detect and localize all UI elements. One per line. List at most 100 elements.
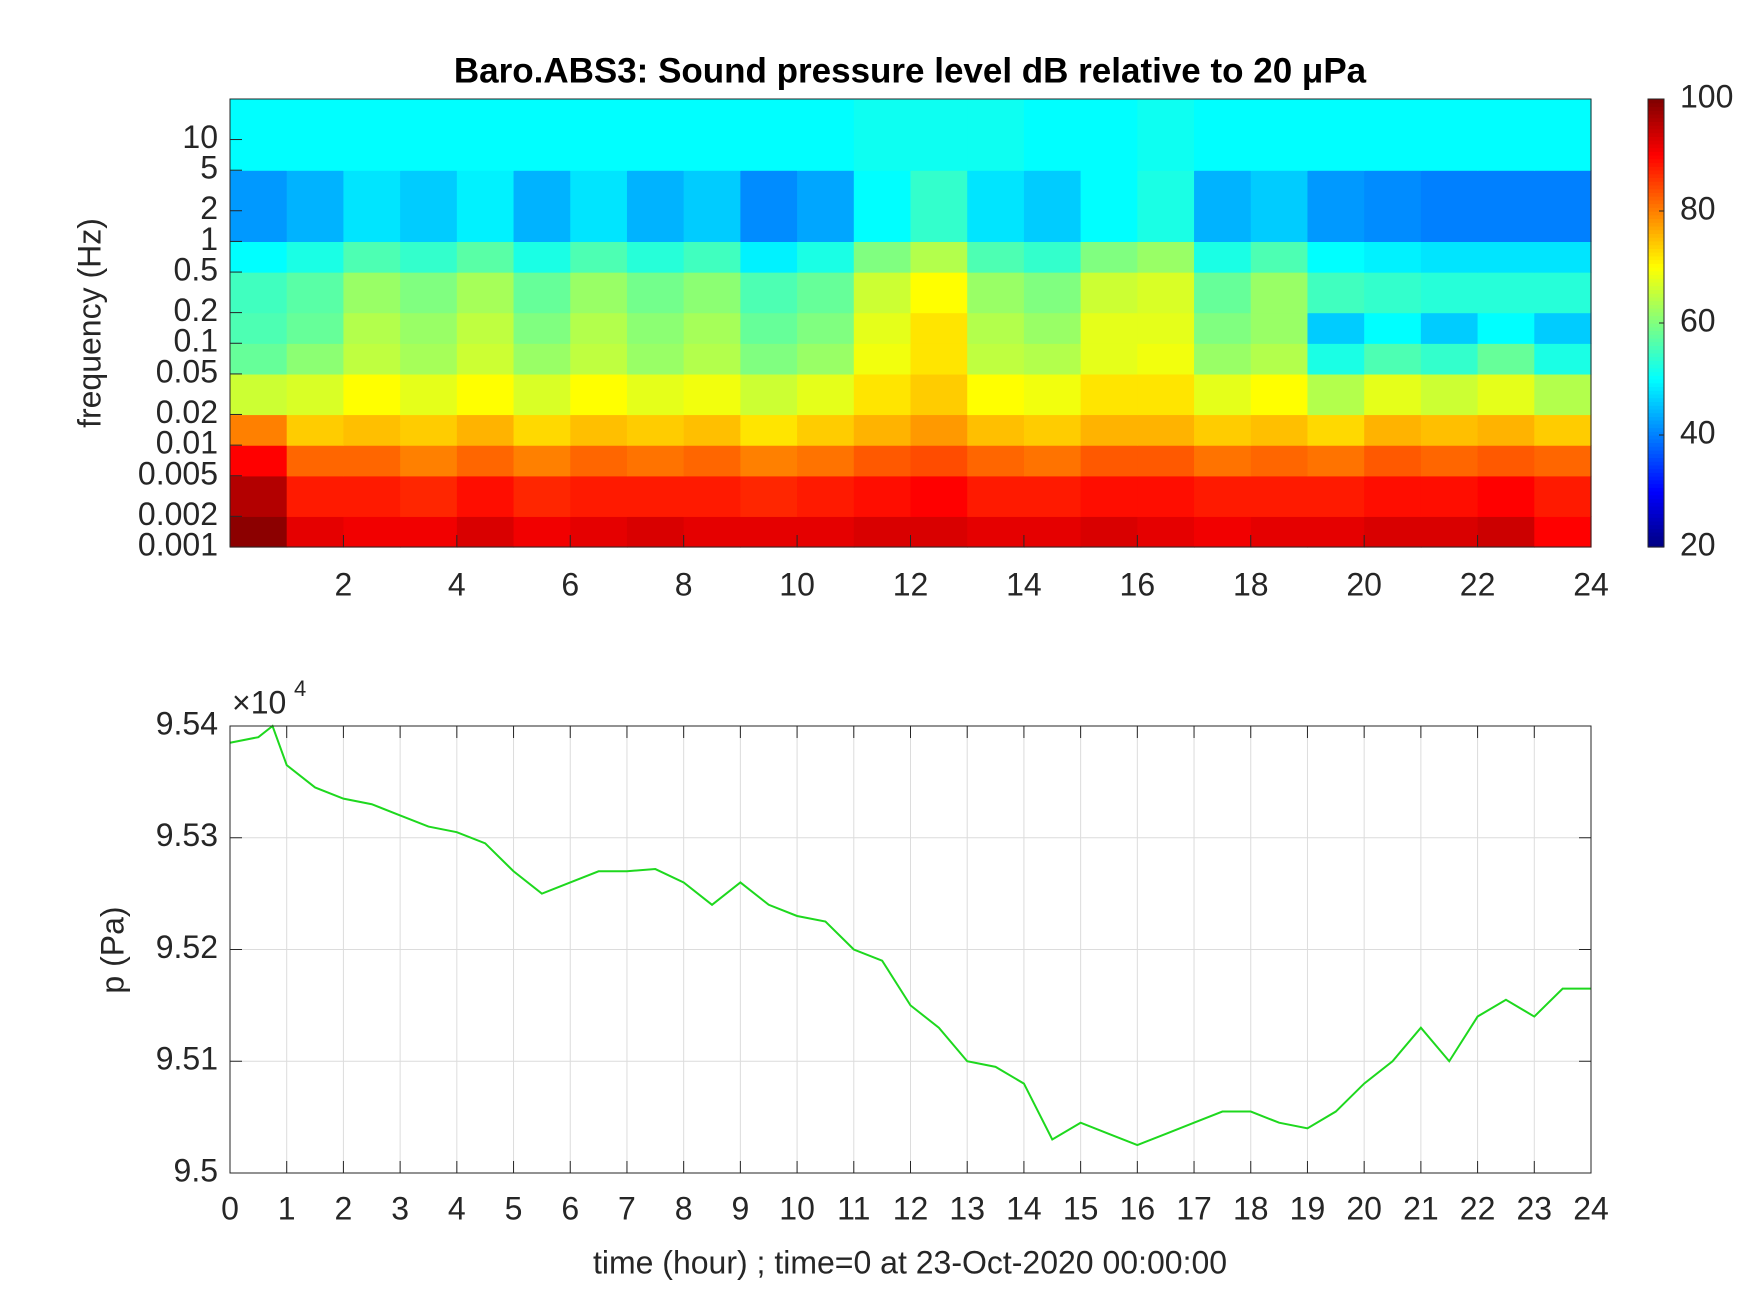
heatmap-cell bbox=[1194, 516, 1252, 548]
heatmap-cell bbox=[400, 373, 458, 416]
heatmap-cell bbox=[1477, 343, 1535, 375]
heatmap-cell bbox=[1137, 516, 1195, 548]
heatmap-cell bbox=[343, 414, 401, 446]
heatmap-cell bbox=[1477, 414, 1535, 446]
heatmap-cell bbox=[1137, 414, 1195, 446]
heatmap-cell bbox=[910, 516, 968, 548]
colorbar-swatch bbox=[1648, 162, 1664, 167]
heatmap-cell bbox=[456, 475, 515, 517]
x-tick-label: 18 bbox=[1233, 566, 1269, 602]
colorbar-swatch bbox=[1648, 281, 1664, 287]
heatmap-cell bbox=[513, 241, 571, 273]
heatmap-cell bbox=[967, 373, 1025, 416]
colorbar-swatch bbox=[1648, 446, 1664, 451]
colorbar-swatch bbox=[1648, 438, 1664, 444]
heatmap-cell bbox=[853, 414, 912, 446]
colorbar-swatch bbox=[1648, 334, 1664, 339]
heatmap-cell bbox=[513, 170, 571, 243]
axes-frame bbox=[229, 725, 1592, 1174]
heatmap-cell bbox=[456, 445, 515, 477]
colorbar-swatch bbox=[1648, 420, 1664, 425]
heatmap-cell bbox=[1307, 445, 1365, 477]
heatmap-cell bbox=[1477, 241, 1535, 273]
heatmap-cell bbox=[740, 272, 798, 314]
heatmap-cell bbox=[683, 445, 741, 477]
heatmap-cell bbox=[853, 312, 912, 344]
colorbar-swatch bbox=[1648, 390, 1664, 395]
colorbar-swatch bbox=[1648, 345, 1664, 350]
x-tick-label: 1 bbox=[278, 1190, 296, 1226]
heatmap-cell bbox=[1307, 414, 1365, 446]
heatmap-cell bbox=[626, 312, 685, 344]
heatmap-cell bbox=[1250, 272, 1309, 314]
colorbar-swatch bbox=[1648, 169, 1664, 175]
heatmap-cell bbox=[967, 516, 1025, 548]
colorbar-swatch bbox=[1648, 360, 1664, 365]
heatmap-cell bbox=[1250, 373, 1309, 416]
colorbar-swatch bbox=[1648, 464, 1664, 470]
x-tick-label: 21 bbox=[1403, 1190, 1439, 1226]
heatmap-cell bbox=[230, 516, 288, 548]
colorbar-swatch bbox=[1648, 311, 1664, 317]
x-tick-label: 20 bbox=[1346, 1190, 1382, 1226]
heatmap-cell bbox=[683, 414, 741, 446]
colorbar-swatch bbox=[1648, 487, 1664, 492]
colorbar-swatch bbox=[1648, 263, 1664, 268]
heatmap-cell bbox=[1534, 445, 1592, 477]
heatmap-cell bbox=[1364, 99, 1422, 171]
heatmap-cell bbox=[230, 343, 288, 375]
heatmap-cell bbox=[400, 475, 458, 517]
colorbar-swatch bbox=[1648, 121, 1664, 126]
heatmap-cell bbox=[230, 373, 288, 416]
heatmap-cell bbox=[1420, 312, 1479, 344]
heatmap-cell bbox=[1477, 516, 1535, 548]
heatmap-cell bbox=[1534, 272, 1592, 314]
colorbar-swatch bbox=[1648, 147, 1664, 152]
colorbar-swatch bbox=[1648, 207, 1664, 212]
colorbar-swatch bbox=[1648, 539, 1664, 544]
heatmap-cell bbox=[570, 373, 628, 416]
colorbar-swatch bbox=[1648, 520, 1664, 526]
colorbar-swatch bbox=[1648, 453, 1664, 458]
heatmap-cell bbox=[570, 312, 628, 344]
x-tick-label: 17 bbox=[1176, 1190, 1212, 1226]
heatmap-cell bbox=[513, 312, 571, 344]
colorbar-swatch bbox=[1648, 296, 1664, 302]
colorbar-swatch bbox=[1648, 341, 1664, 346]
heatmap-cell bbox=[797, 170, 855, 243]
heatmap-cell bbox=[797, 343, 855, 375]
heatmap-cell bbox=[400, 99, 458, 171]
x-tick-label: 2 bbox=[335, 566, 353, 602]
heatmap-cell bbox=[1477, 475, 1535, 517]
heatmap-cell bbox=[1477, 312, 1535, 344]
heatmap-cell bbox=[286, 272, 345, 314]
y-tick-label: 0.002 bbox=[138, 496, 218, 532]
heatmap-cell bbox=[1534, 516, 1592, 548]
heatmap-cell bbox=[910, 170, 968, 243]
heatmap-cell bbox=[853, 99, 912, 171]
heatmap-cell bbox=[286, 373, 345, 416]
heatmap-cell bbox=[1194, 241, 1252, 273]
heatmap-cell bbox=[343, 445, 401, 477]
heatmap-cell bbox=[1194, 475, 1252, 517]
y-tick-label: 9.5 bbox=[174, 1152, 218, 1188]
heatmap-cell bbox=[1250, 241, 1309, 273]
heatmap-cell bbox=[1023, 170, 1082, 243]
heatmap-cell bbox=[1534, 99, 1592, 171]
heatmap-cell bbox=[230, 99, 288, 171]
heatmap-cell bbox=[967, 414, 1025, 446]
heatmap-cell bbox=[1137, 373, 1195, 416]
colorbar-swatch bbox=[1648, 397, 1664, 402]
heatmap-cell bbox=[797, 99, 855, 171]
heatmap-cell bbox=[1137, 475, 1195, 517]
heatmap-cell bbox=[343, 373, 401, 416]
heatmap-cell bbox=[910, 272, 968, 314]
colorbar-swatch bbox=[1648, 319, 1664, 324]
heatmap-cell bbox=[853, 475, 912, 517]
colorbar-swatch bbox=[1648, 300, 1664, 305]
colorbar-swatch bbox=[1648, 524, 1664, 529]
heatmap-cell bbox=[1307, 170, 1365, 243]
heatmap-cell bbox=[626, 445, 685, 477]
colorbar-swatch bbox=[1648, 274, 1664, 279]
